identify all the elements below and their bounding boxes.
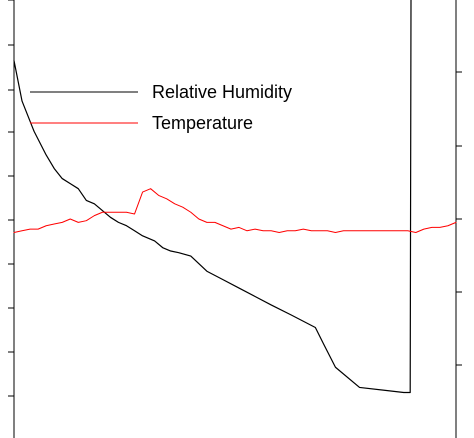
relative-humidity-line xyxy=(13,0,412,394)
legend-label-1: Temperature xyxy=(152,113,253,133)
temperature-line xyxy=(13,188,457,233)
legend-label-0: Relative Humidity xyxy=(152,82,292,102)
